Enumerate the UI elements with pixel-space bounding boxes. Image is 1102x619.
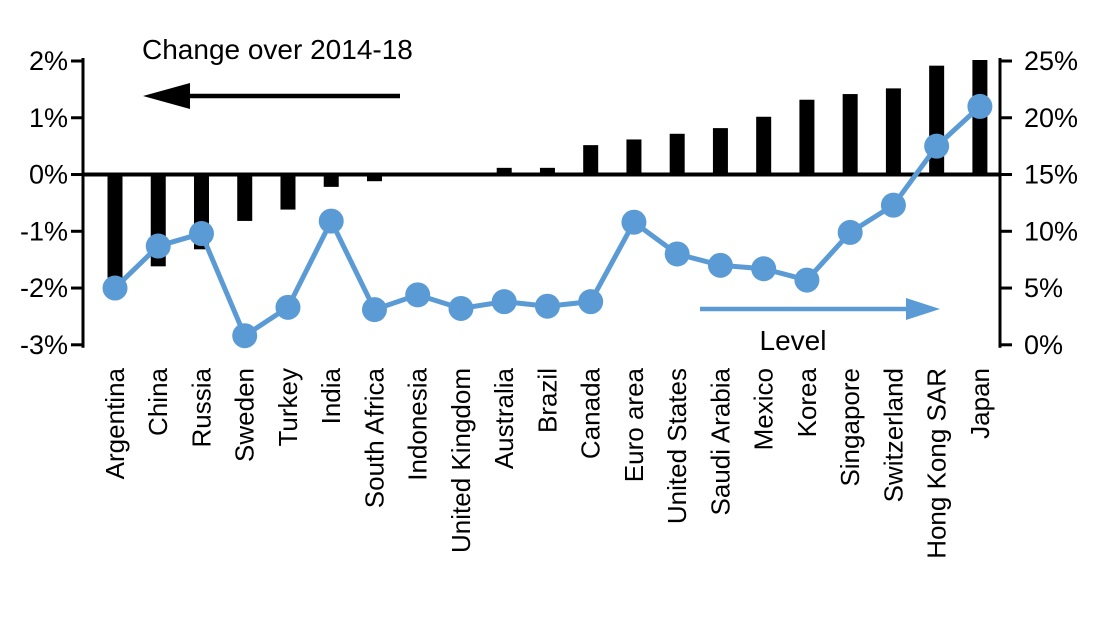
series-title-level: Level — [760, 325, 827, 356]
right-tick-label-4: 5% — [1024, 273, 1063, 303]
right-arrow-icon — [700, 298, 940, 320]
dot-russia — [188, 221, 214, 247]
category-label-india: India — [316, 367, 346, 424]
left-tick-label-0: 2% — [29, 46, 68, 76]
category-label-united-kingdom: United Kingdom — [446, 368, 476, 553]
dot-china — [145, 233, 171, 259]
dot-switzerland — [880, 192, 906, 218]
right-tick-label-1: 20% — [1024, 103, 1078, 133]
bar-saudi-arabia — [712, 128, 728, 176]
left-tick-label-1: 1% — [29, 103, 68, 133]
bar-mexico — [756, 116, 772, 176]
bar-india — [323, 173, 339, 187]
category-label-indonesia: Indonesia — [403, 367, 433, 480]
right-arrow-head — [906, 298, 940, 320]
dot-singapore — [837, 219, 863, 245]
right-tick-label-2: 15% — [1024, 160, 1078, 190]
level-line-series — [102, 93, 993, 349]
level-annotation: Level — [700, 298, 940, 356]
dot-south-africa — [361, 297, 387, 323]
dot-japan — [967, 93, 993, 119]
dot-argentina — [102, 275, 128, 301]
category-label-japan: Japan — [965, 368, 995, 439]
category-label-euro-area: Euro area — [619, 367, 649, 482]
bar-south-africa — [366, 173, 382, 182]
left-tick-label-4: -2% — [20, 273, 68, 303]
bar-canada — [583, 145, 599, 176]
dot-brazil — [534, 293, 560, 319]
dot-korea — [794, 267, 820, 293]
right-tick-label-5: 0% — [1024, 330, 1063, 360]
dot-indonesia — [405, 282, 431, 308]
bar-korea — [799, 99, 815, 176]
dot-turkey — [275, 294, 301, 320]
category-label-china: China — [143, 367, 173, 435]
category-label-argentina: Argentina — [100, 367, 130, 479]
left-tick-label-5: -3% — [20, 330, 68, 360]
category-label-russia: Russia — [186, 367, 216, 447]
category-label-south-africa: South Africa — [359, 367, 389, 508]
dot-canada — [578, 289, 604, 315]
category-label-sweden: Sweden — [230, 368, 260, 462]
dot-united-states — [664, 241, 690, 267]
left-axis: 2% 1% 0% -1% -2% -3% — [20, 46, 85, 360]
bar-brazil — [539, 167, 555, 176]
dot-mexico — [751, 256, 777, 282]
bar-singapore — [842, 94, 858, 176]
right-tick-label-3: 10% — [1024, 216, 1078, 246]
dot-saudi-arabia — [707, 252, 733, 278]
category-label-switzerland: Switzerland — [878, 368, 908, 502]
category-label-canada: Canada — [576, 367, 606, 459]
category-label-turkey: Turkey — [273, 368, 303, 447]
change-annotation: Change over 2014-18 — [142, 34, 413, 109]
bar-australia — [496, 167, 512, 176]
left-arrow-head — [143, 83, 190, 109]
bar-sweden — [237, 173, 253, 221]
bar-switzerland — [885, 88, 901, 176]
bar-hong-kong-sar — [929, 65, 945, 176]
left-arrow-icon — [143, 83, 400, 109]
category-label-singapore: Singapore — [835, 368, 865, 487]
left-tick-label-3: -1% — [20, 216, 68, 246]
category-label-korea: Korea — [792, 367, 822, 437]
right-axis: 25% 20% 15% 10% 5% 0% — [998, 46, 1078, 360]
category-label-hong-kong-sar: Hong Kong SAR — [922, 368, 952, 559]
bar-united-states — [669, 133, 685, 176]
category-axis: Argentina China Russia Sweden Turkey India Sou… — [100, 367, 995, 558]
bar-euro-area — [626, 139, 642, 176]
category-label-united-states: United States — [662, 368, 692, 524]
dot-euro-area — [621, 209, 647, 235]
bar-argentina — [107, 173, 123, 278]
dot-hong-kong-sar — [924, 133, 950, 159]
dot-united-kingdom — [448, 295, 474, 321]
category-label-brazil: Brazil — [532, 368, 562, 433]
category-label-saudi-arabia: Saudi Arabia — [705, 367, 735, 515]
right-tick-label-0: 25% — [1024, 46, 1078, 76]
dot-australia — [491, 289, 517, 315]
series-title-change: Change over 2014-18 — [142, 34, 413, 65]
left-tick-label-2: 0% — [29, 160, 68, 190]
dot-sweden — [232, 323, 258, 349]
bar-series — [107, 60, 988, 278]
bar-turkey — [280, 173, 296, 210]
category-label-australia: Australia — [489, 367, 519, 469]
category-label-mexico: Mexico — [749, 368, 779, 450]
dot-india — [318, 208, 344, 234]
